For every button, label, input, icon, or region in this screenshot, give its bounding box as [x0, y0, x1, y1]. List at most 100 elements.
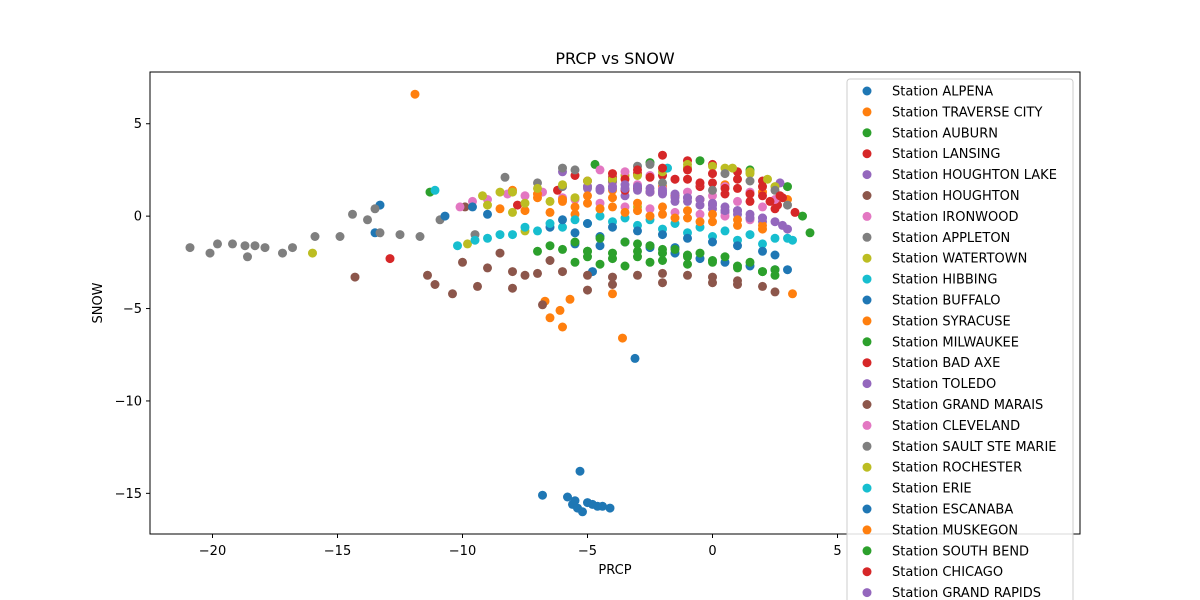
data-point: [658, 163, 667, 173]
legend-item: Station AUBURN: [862, 126, 998, 141]
data-point: [695, 217, 705, 227]
legend-marker: [862, 462, 872, 472]
data-point: [555, 305, 565, 315]
legend-marker: [862, 191, 872, 200]
data-point: [658, 230, 667, 240]
data-point: [783, 182, 792, 192]
data-point: [733, 174, 742, 184]
legend-marker: [862, 316, 872, 326]
series-12: [533, 244, 780, 280]
data-point: [770, 217, 780, 227]
data-point: [570, 257, 580, 267]
data-point: [658, 202, 667, 212]
data-point: [595, 259, 605, 269]
data-point: [763, 174, 772, 184]
legend-label: Station BAD AXE: [892, 356, 1000, 371]
legend-item: Station HOUGHTON LAKE: [862, 168, 1057, 183]
legend-box: [846, 78, 1074, 600]
data-point: [565, 294, 575, 304]
data-point: [468, 202, 477, 212]
data-point: [495, 187, 505, 197]
data-point: [558, 267, 567, 277]
legend-item: Station WATERTOWN: [862, 252, 1027, 267]
legend-item: Station SYRACUSE: [862, 314, 1011, 329]
data-point: [570, 215, 580, 225]
data-point: [520, 270, 530, 280]
data-point: [770, 233, 780, 243]
legend-marker: [862, 588, 872, 598]
legend-item: Station ESCANABA: [862, 503, 1013, 518]
data-point: [788, 289, 797, 299]
data-point: [608, 193, 617, 203]
legend-marker: [862, 400, 872, 409]
data-point: [495, 230, 505, 240]
data-point: [578, 507, 587, 517]
legend-label: Station SOUTH BEND: [892, 544, 1029, 559]
data-point: [595, 204, 605, 214]
legend-item: Station TRAVERSE CITY: [862, 105, 1042, 120]
data-point: [608, 272, 617, 282]
legend-item: Station MILWAUKEE: [862, 335, 1019, 350]
data-point: [563, 492, 572, 502]
legend-item: Station HOUGHTON: [862, 189, 1020, 204]
data-point: [508, 267, 517, 277]
data-point: [733, 206, 742, 216]
data-point: [608, 169, 617, 179]
legend-marker: [862, 337, 872, 347]
data-point: [228, 239, 237, 249]
y-tick-label: −15: [115, 487, 142, 502]
data-point: [363, 215, 372, 225]
data-point: [508, 283, 517, 293]
data-point: [335, 232, 345, 241]
x-tick-label: 5: [833, 544, 841, 559]
data-point: [645, 183, 655, 193]
data-point: [758, 182, 767, 192]
legend: Station ALPENA Station TRAVERSE CITY Stati…: [846, 78, 1074, 600]
data-point: [670, 213, 680, 223]
data-point: [683, 174, 692, 184]
data-point: [708, 209, 717, 219]
legend-item: Station TOLEDO: [862, 377, 996, 392]
legend-label: Station MUSKEGON: [892, 523, 1018, 538]
data-point: [708, 217, 717, 227]
x-tick-label: −10: [449, 544, 476, 559]
data-point: [775, 191, 785, 201]
data-point: [558, 163, 567, 173]
data-point: [758, 246, 767, 256]
data-point: [783, 224, 792, 234]
legend-item: Station CLEVELAND: [862, 419, 1020, 434]
data-point: [658, 209, 667, 219]
data-point: [483, 233, 492, 243]
legend-label: Station ERIE: [892, 482, 972, 497]
data-point: [620, 167, 630, 177]
legend-marker: [862, 232, 872, 242]
legend-label: Station AUBURN: [892, 126, 998, 141]
data-point: [758, 239, 767, 249]
data-point: [308, 248, 317, 258]
data-point: [350, 272, 360, 282]
data-point: [240, 241, 250, 251]
data-point: [695, 156, 705, 166]
data-point: [745, 257, 755, 267]
data-point: [495, 204, 505, 214]
data-point: [213, 239, 222, 249]
data-point: [633, 165, 642, 175]
data-point: [765, 196, 775, 206]
data-point: [758, 281, 767, 291]
data-point: [758, 202, 767, 212]
data-point: [645, 159, 655, 169]
data-point: [645, 257, 655, 267]
legend-label: Station ROCHESTER: [892, 461, 1022, 476]
legend-item: Station ERIE: [862, 482, 972, 497]
data-point: [670, 189, 680, 199]
data-point: [583, 198, 592, 208]
data-point: [720, 183, 730, 193]
data-point: [608, 222, 617, 232]
y-axis-label: SNOW: [91, 282, 106, 323]
data-point: [608, 182, 617, 192]
data-point: [683, 206, 692, 216]
data-point: [633, 182, 642, 192]
data-point: [520, 198, 530, 208]
x-tick-label: −20: [199, 544, 226, 559]
data-point: [250, 241, 260, 251]
